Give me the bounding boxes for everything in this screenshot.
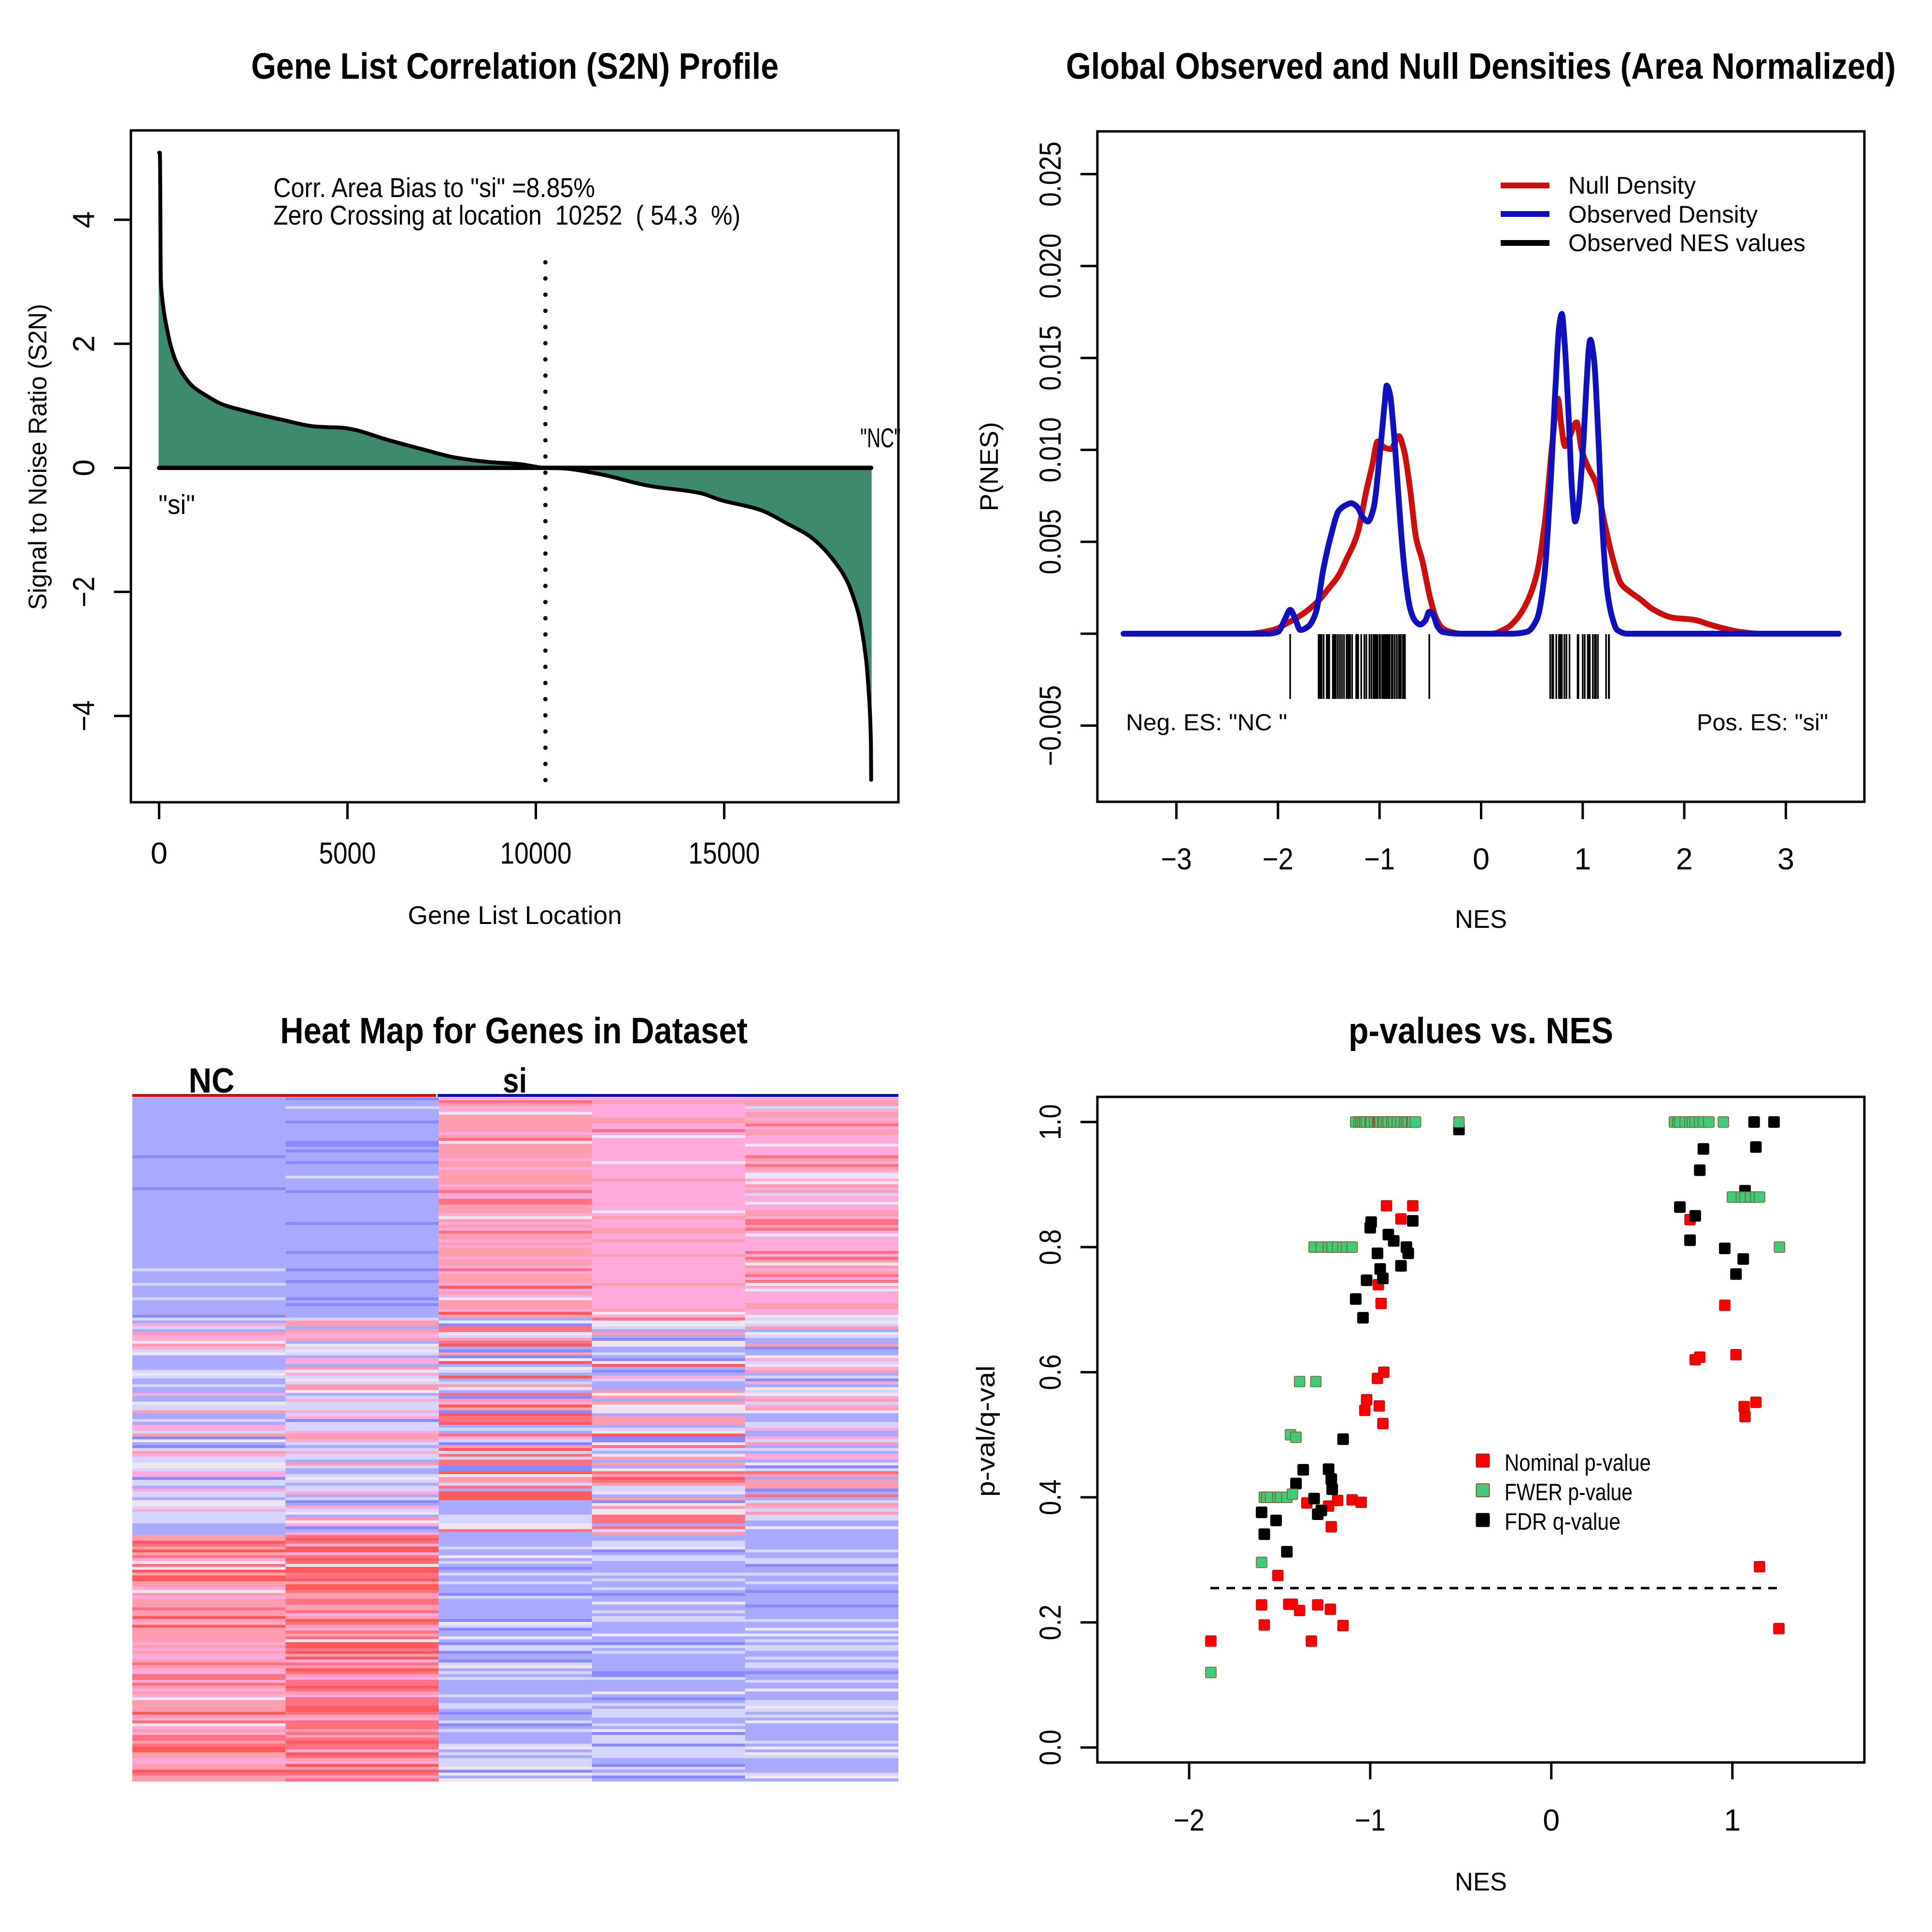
- svg-text:p-val/q-val: p-val/q-val: [972, 1365, 1000, 1497]
- svg-text:2: 2: [1676, 842, 1693, 876]
- svg-text:P(NES): P(NES): [975, 422, 1004, 511]
- svg-text:FWER p-value: FWER p-value: [1505, 1479, 1633, 1506]
- svg-text:Pos. ES: "si": Pos. ES: "si": [1697, 710, 1828, 736]
- svg-text:p-values vs. NES: p-values vs. NES: [1349, 1010, 1613, 1051]
- svg-text:Gene List Location: Gene List Location: [408, 901, 622, 930]
- svg-text:Observed NES values: Observed NES values: [1568, 229, 1805, 256]
- svg-text:−1: −1: [1355, 1804, 1386, 1837]
- svg-text:−2: −2: [1174, 1804, 1205, 1837]
- svg-text:0.2: 0.2: [1034, 1605, 1067, 1640]
- svg-text:0.0: 0.0: [1034, 1730, 1067, 1765]
- svg-text:"NC": "NC": [860, 423, 901, 454]
- svg-text:NC: NC: [189, 1062, 235, 1100]
- svg-text:0.8: 0.8: [1034, 1229, 1067, 1265]
- svg-text:−4: −4: [67, 700, 101, 731]
- svg-text:1.0: 1.0: [1034, 1104, 1067, 1140]
- svg-text:−2: −2: [1263, 842, 1293, 876]
- svg-text:Neg. ES: "NC ": Neg. ES: "NC ": [1126, 710, 1287, 736]
- svg-text:15000: 15000: [688, 837, 760, 870]
- svg-text:Null Density: Null Density: [1568, 172, 1696, 199]
- svg-text:5000: 5000: [319, 837, 376, 870]
- svg-text:0: 0: [1543, 1804, 1560, 1837]
- svg-text:0: 0: [151, 837, 168, 870]
- svg-text:4: 4: [67, 211, 101, 228]
- svg-text:0.015: 0.015: [1034, 326, 1067, 391]
- svg-text:0: 0: [1473, 842, 1490, 876]
- svg-text:0.4: 0.4: [1034, 1479, 1067, 1515]
- svg-text:−2: −2: [67, 576, 101, 607]
- svg-text:Observed Density: Observed Density: [1568, 201, 1758, 228]
- svg-text:"si": "si": [158, 489, 195, 520]
- svg-text:Global Observed and Null Densi: Global Observed and Null Densities (Area…: [1066, 46, 1896, 87]
- svg-text:Gene List Correlation (S2N) Pr: Gene List Correlation (S2N) Profile: [251, 46, 779, 87]
- svg-text:0.020: 0.020: [1034, 233, 1067, 298]
- svg-text:10000: 10000: [500, 837, 571, 870]
- svg-text:0.6: 0.6: [1034, 1354, 1067, 1390]
- svg-text:0.005: 0.005: [1034, 509, 1067, 574]
- svg-text:NES: NES: [1455, 1868, 1507, 1896]
- svg-text:−0.005: −0.005: [1034, 685, 1067, 766]
- svg-text:3: 3: [1777, 842, 1794, 876]
- svg-text:FDR q-value: FDR q-value: [1505, 1509, 1620, 1535]
- svg-text:0.025: 0.025: [1034, 142, 1067, 207]
- svg-text:1: 1: [1574, 842, 1591, 876]
- svg-text:−3: −3: [1161, 842, 1192, 876]
- svg-text:0: 0: [67, 459, 101, 476]
- svg-text:0.010: 0.010: [1034, 417, 1067, 483]
- svg-text:NES: NES: [1455, 905, 1507, 934]
- svg-text:si: si: [503, 1062, 527, 1100]
- svg-text:Signal to Noise Ratio (S2N): Signal to Noise Ratio (S2N): [24, 304, 52, 610]
- svg-text:2: 2: [67, 335, 101, 352]
- svg-text:Nominal p-value: Nominal p-value: [1505, 1450, 1651, 1476]
- svg-text:1: 1: [1724, 1804, 1741, 1837]
- svg-text:Heat Map for Genes in Dataset: Heat Map for Genes in Dataset: [280, 1010, 748, 1051]
- svg-text:Zero Crossing at location 102: Zero Crossing at location 10252 ( 54.3 %…: [273, 200, 740, 231]
- svg-text:−1: −1: [1364, 842, 1395, 876]
- svg-text:Corr. Area Bias to "si" =8.85%: Corr. Area Bias to "si" =8.85%: [273, 172, 595, 203]
